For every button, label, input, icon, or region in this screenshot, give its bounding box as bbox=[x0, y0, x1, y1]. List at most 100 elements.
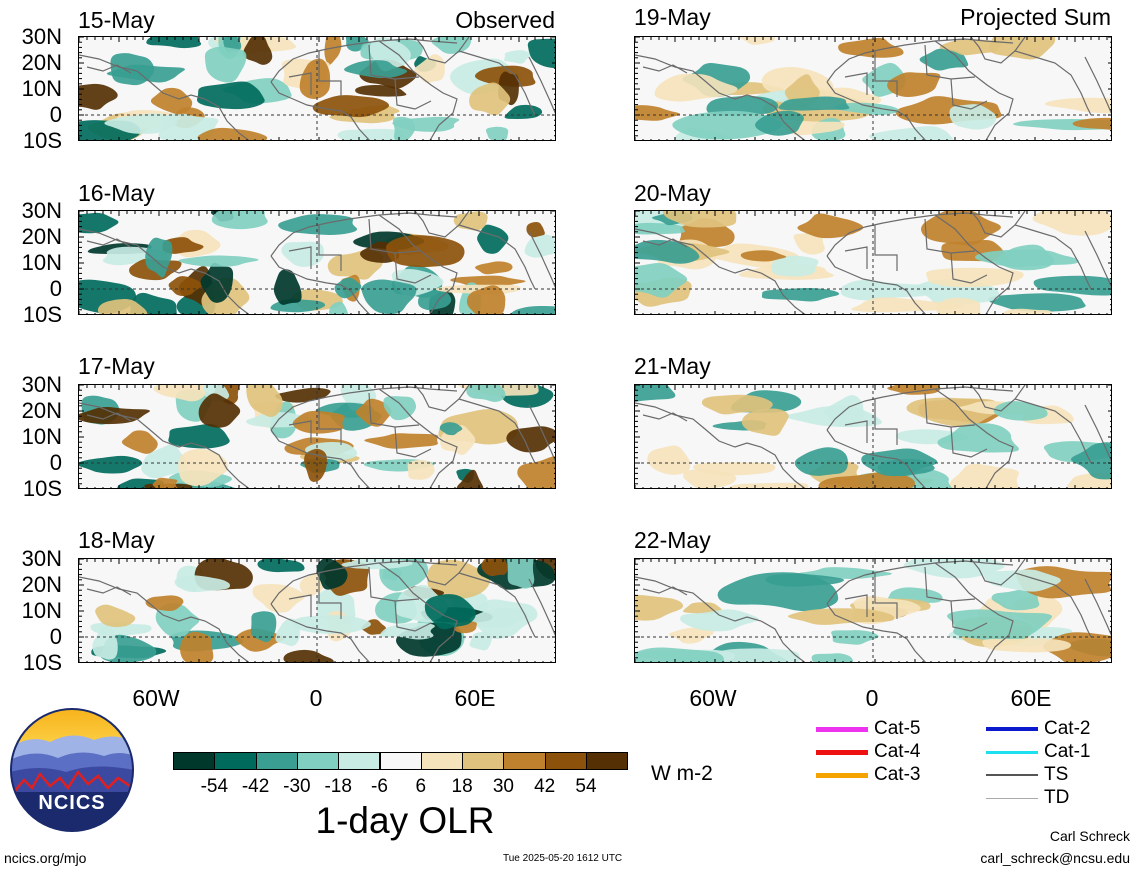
olr-anomaly-region bbox=[706, 95, 779, 116]
panel-date-projected-4: 22-May bbox=[634, 527, 711, 553]
olr-anomaly-region bbox=[466, 385, 506, 402]
coastline bbox=[970, 559, 1026, 586]
coastline bbox=[844, 420, 868, 443]
olr-anomaly-region bbox=[831, 630, 879, 645]
colorbar-swatch bbox=[255, 752, 298, 770]
olr-anomaly-region bbox=[765, 573, 844, 587]
olr-anomaly-region bbox=[97, 298, 148, 314]
map-graphic bbox=[635, 385, 1111, 488]
coastline bbox=[642, 412, 688, 422]
olr-anomaly-region bbox=[92, 625, 118, 660]
olr-anomaly-region bbox=[337, 128, 402, 140]
coastline bbox=[874, 51, 898, 97]
coastline bbox=[826, 255, 926, 314]
coastline bbox=[970, 385, 1026, 412]
coastline bbox=[970, 211, 1026, 238]
olr-anomaly-region bbox=[1072, 117, 1111, 130]
colorbar-swatch bbox=[544, 752, 587, 770]
olr-anomaly-region bbox=[669, 627, 714, 644]
olr-anomaly-region bbox=[273, 269, 302, 305]
olr-anomaly-region bbox=[364, 433, 439, 449]
olr-anomaly-region bbox=[1003, 308, 1052, 314]
olr-anomaly-region bbox=[178, 448, 229, 487]
olr-anomaly-region bbox=[635, 647, 725, 662]
y-label: 30N bbox=[21, 24, 62, 49]
coastline bbox=[378, 388, 458, 488]
coastline bbox=[368, 218, 420, 254]
olr-anomaly-region bbox=[469, 82, 511, 116]
coastline bbox=[874, 399, 898, 445]
olr-anomaly-region bbox=[292, 615, 371, 634]
coastline bbox=[924, 566, 976, 602]
coastline bbox=[270, 38, 458, 83]
legend-item-cat4: Cat-4 bbox=[816, 741, 920, 763]
olr-anomaly-region bbox=[344, 60, 408, 79]
coastline bbox=[414, 211, 470, 238]
colorbar-tick-label: -42 bbox=[241, 776, 270, 797]
coastline bbox=[79, 402, 250, 488]
panel-date-projected-3: 21-May bbox=[634, 353, 711, 379]
olr-anomaly-region bbox=[925, 267, 1024, 288]
olr-anomaly-region bbox=[121, 430, 158, 454]
colorbar-swatch bbox=[214, 752, 257, 770]
coastline bbox=[1014, 224, 1092, 290]
legend-line bbox=[986, 727, 1038, 731]
panel-date-observed-3: 17-May bbox=[78, 353, 155, 379]
olr-anomaly-region bbox=[392, 116, 460, 132]
olr-map-observed-3 bbox=[78, 384, 556, 489]
y-label: 20N bbox=[21, 572, 62, 597]
legend-line bbox=[816, 772, 868, 778]
olr-anomaly-region bbox=[95, 604, 136, 628]
x-label: 60W bbox=[132, 685, 180, 711]
legend-label: Cat-4 bbox=[874, 741, 921, 762]
map-graphic bbox=[79, 385, 555, 488]
olr-anomaly-region bbox=[982, 638, 1072, 653]
olr-anomaly-region bbox=[316, 559, 348, 590]
footer-email-link[interactable]: carl_schreck@ncsu.edu bbox=[980, 850, 1130, 866]
x-label: 60E bbox=[1010, 685, 1052, 711]
coastline bbox=[826, 212, 1014, 257]
olr-map-projected-2 bbox=[634, 210, 1112, 315]
olr-anomaly-region bbox=[693, 462, 776, 476]
olr-anomaly-region bbox=[150, 87, 193, 115]
colorbar-tick-label: -30 bbox=[283, 776, 311, 797]
olr-anomaly-region bbox=[324, 37, 342, 65]
map-graphic bbox=[79, 37, 555, 140]
olr-anomaly-region bbox=[334, 277, 362, 299]
coastline bbox=[86, 64, 132, 74]
coastline bbox=[826, 386, 1014, 431]
olr-anomaly-region bbox=[474, 261, 513, 275]
olr-anomaly-region bbox=[635, 594, 684, 621]
coastline bbox=[318, 225, 342, 271]
olr-anomaly-region bbox=[312, 95, 390, 118]
olr-anomaly-region bbox=[252, 583, 306, 613]
coastline bbox=[826, 429, 926, 488]
ncics-logo[interactable]: NCICS bbox=[10, 708, 134, 832]
coastline bbox=[826, 81, 926, 140]
coastline bbox=[934, 388, 1014, 488]
colorbar-title: 1-day OLR bbox=[315, 800, 495, 841]
legend-label: Cat-1 bbox=[1044, 741, 1091, 762]
coastline bbox=[79, 228, 250, 314]
olr-anomaly-region bbox=[168, 423, 230, 449]
olr-anomaly-region bbox=[250, 611, 277, 643]
projected-header: Projected Sum bbox=[960, 4, 1111, 30]
footer-url-link[interactable]: ncics.org/mjo bbox=[4, 850, 87, 866]
coastline bbox=[826, 560, 1014, 605]
coastline bbox=[318, 573, 342, 619]
olr-anomaly-region bbox=[427, 559, 491, 600]
olr-anomaly-region bbox=[662, 211, 737, 228]
olr-anomaly-region bbox=[711, 648, 800, 662]
olr-anomaly-region bbox=[104, 113, 178, 134]
colorbar-tick-label: 18 bbox=[451, 776, 473, 797]
legend-line bbox=[816, 749, 868, 755]
coastline bbox=[642, 586, 688, 596]
olr-anomaly-region bbox=[79, 407, 150, 425]
y-label: 10S bbox=[22, 476, 62, 501]
coastline bbox=[318, 51, 342, 97]
legend-label: TD bbox=[1044, 787, 1070, 808]
olr-anomaly-region bbox=[283, 649, 334, 662]
olr-anomaly-region bbox=[485, 126, 509, 140]
coastline bbox=[950, 600, 988, 632]
olr-anomaly-region bbox=[146, 37, 202, 49]
